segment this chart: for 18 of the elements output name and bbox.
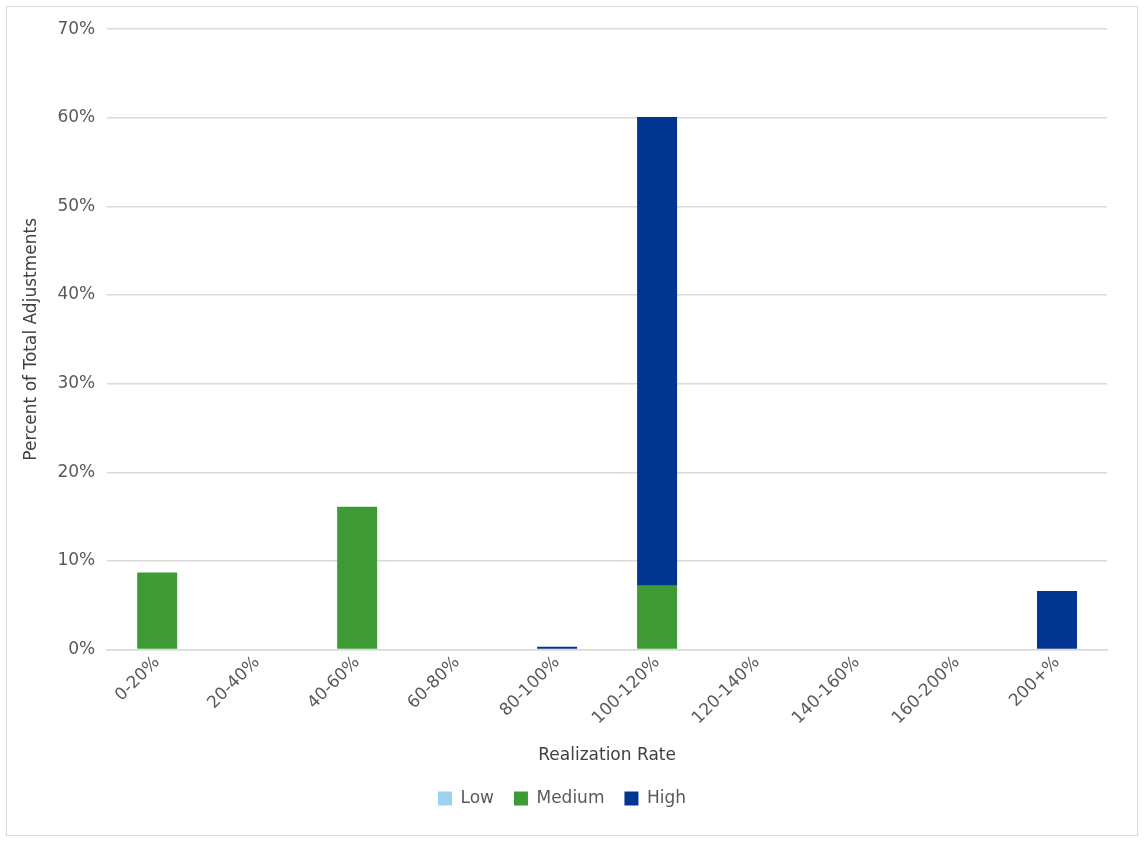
y-tick-label: 50%: [57, 194, 96, 215]
legend-label: High: [646, 786, 687, 807]
y-tick-label: 40%: [57, 283, 96, 304]
y-tick-label: 60%: [57, 106, 96, 127]
y-tick-label: 10%: [57, 549, 96, 570]
y-tick-label: 70%: [57, 17, 96, 38]
legend-label: Medium: [536, 786, 605, 807]
bar: [1037, 591, 1078, 649]
x-axis-title: Realization Rate: [538, 744, 676, 765]
bar: [637, 585, 678, 649]
bar: [337, 506, 378, 649]
legend-label: Low: [460, 786, 495, 807]
bar: [637, 116, 678, 586]
y-tick-label: 30%: [57, 372, 96, 393]
y-tick-label: 20%: [57, 460, 96, 481]
bar: [137, 572, 178, 649]
y-tick-label: 0%: [68, 637, 96, 658]
y-axis-title: Percent of Total Adjustments: [19, 217, 40, 461]
